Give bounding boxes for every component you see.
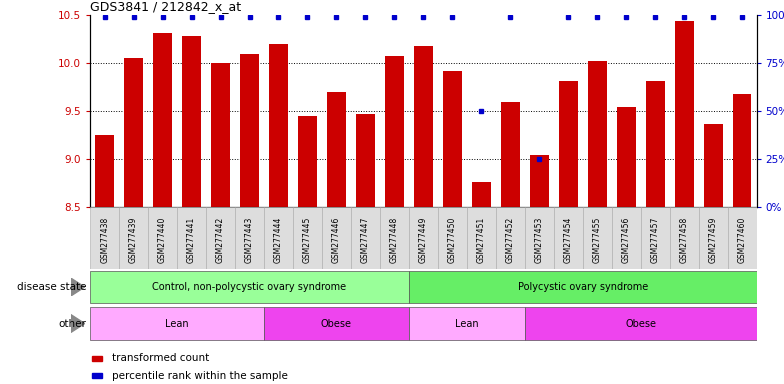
Text: GSM277459: GSM277459 bbox=[709, 217, 717, 263]
Bar bbox=[530, 154, 549, 207]
Text: GSM277441: GSM277441 bbox=[187, 217, 196, 263]
Text: other: other bbox=[58, 318, 86, 329]
Bar bbox=[380, 207, 409, 269]
Bar bbox=[356, 114, 375, 207]
Bar bbox=[385, 56, 404, 207]
Text: GSM277439: GSM277439 bbox=[129, 217, 138, 263]
Text: GSM277460: GSM277460 bbox=[738, 217, 746, 263]
Bar bbox=[728, 207, 757, 269]
Bar bbox=[409, 271, 757, 303]
Text: Lean: Lean bbox=[455, 318, 479, 329]
Bar bbox=[472, 182, 491, 207]
Bar bbox=[90, 271, 409, 303]
Text: GSM277453: GSM277453 bbox=[535, 217, 544, 263]
Bar bbox=[670, 207, 699, 269]
Bar bbox=[414, 46, 433, 207]
Bar bbox=[90, 307, 264, 340]
Bar bbox=[437, 207, 466, 269]
Bar bbox=[409, 307, 524, 340]
Text: GSM277448: GSM277448 bbox=[390, 217, 399, 263]
Text: Obese: Obese bbox=[625, 318, 656, 329]
Bar bbox=[612, 207, 641, 269]
Bar bbox=[124, 58, 143, 207]
Bar bbox=[182, 36, 201, 207]
Bar bbox=[501, 102, 520, 207]
Bar bbox=[269, 44, 288, 207]
Bar bbox=[177, 207, 206, 269]
Bar bbox=[646, 81, 665, 207]
Bar bbox=[298, 116, 317, 207]
Text: GSM277455: GSM277455 bbox=[593, 217, 601, 263]
Bar bbox=[264, 207, 293, 269]
Bar bbox=[235, 207, 264, 269]
Text: GSM277445: GSM277445 bbox=[303, 217, 312, 263]
Bar bbox=[327, 92, 346, 207]
Bar bbox=[153, 33, 172, 207]
Text: GSM277443: GSM277443 bbox=[245, 217, 254, 263]
Bar bbox=[641, 207, 670, 269]
Bar bbox=[95, 136, 114, 207]
Bar bbox=[524, 207, 554, 269]
Text: GSM277457: GSM277457 bbox=[651, 217, 659, 263]
Bar bbox=[699, 207, 728, 269]
Text: GSM277452: GSM277452 bbox=[506, 217, 515, 263]
Bar bbox=[583, 207, 612, 269]
Bar bbox=[495, 207, 524, 269]
Text: GDS3841 / 212842_x_at: GDS3841 / 212842_x_at bbox=[90, 0, 241, 13]
Bar bbox=[322, 207, 351, 269]
Bar bbox=[206, 207, 235, 269]
Bar bbox=[119, 207, 148, 269]
Bar bbox=[211, 63, 230, 207]
Bar bbox=[409, 207, 437, 269]
Text: Lean: Lean bbox=[165, 318, 189, 329]
Text: transformed count: transformed count bbox=[112, 353, 209, 363]
Bar bbox=[559, 81, 578, 207]
Bar bbox=[554, 207, 583, 269]
Bar bbox=[240, 54, 259, 207]
Text: GSM277447: GSM277447 bbox=[361, 217, 370, 263]
Text: percentile rank within the sample: percentile rank within the sample bbox=[112, 371, 288, 381]
Bar bbox=[704, 124, 723, 207]
Text: Polycystic ovary syndrome: Polycystic ovary syndrome bbox=[517, 282, 648, 292]
Bar bbox=[588, 61, 607, 207]
Text: GSM277446: GSM277446 bbox=[332, 217, 341, 263]
Bar bbox=[617, 106, 636, 207]
Text: GSM277442: GSM277442 bbox=[216, 217, 225, 263]
Bar bbox=[524, 307, 757, 340]
Text: GSM277456: GSM277456 bbox=[622, 217, 630, 263]
Text: disease state: disease state bbox=[16, 282, 86, 292]
Text: GSM277449: GSM277449 bbox=[419, 217, 428, 263]
Text: GSM277450: GSM277450 bbox=[448, 217, 457, 263]
Text: GSM277458: GSM277458 bbox=[680, 217, 688, 263]
Bar bbox=[148, 207, 177, 269]
Bar bbox=[733, 94, 752, 207]
Polygon shape bbox=[71, 278, 85, 296]
Bar bbox=[351, 207, 380, 269]
Text: GSM277440: GSM277440 bbox=[158, 217, 167, 263]
Text: GSM277451: GSM277451 bbox=[477, 217, 486, 263]
Text: GSM277444: GSM277444 bbox=[274, 217, 283, 263]
Bar bbox=[675, 21, 694, 207]
Polygon shape bbox=[71, 314, 85, 333]
Bar bbox=[443, 71, 462, 207]
Bar bbox=[466, 207, 495, 269]
Bar bbox=[293, 207, 322, 269]
Bar bbox=[90, 207, 119, 269]
Text: Obese: Obese bbox=[321, 318, 352, 329]
Text: Control, non-polycystic ovary syndrome: Control, non-polycystic ovary syndrome bbox=[152, 282, 347, 292]
Text: GSM277454: GSM277454 bbox=[564, 217, 573, 263]
Bar bbox=[264, 307, 409, 340]
Text: GSM277438: GSM277438 bbox=[100, 217, 109, 263]
